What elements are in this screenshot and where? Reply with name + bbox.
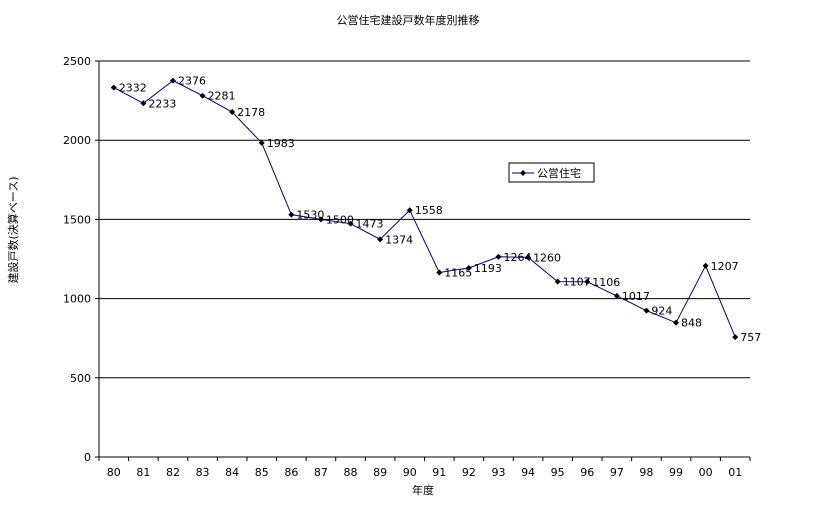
data-point [525,254,532,261]
legend-box [508,162,595,183]
x-tick-label: 88 [344,466,358,479]
x-tick-label: 86 [284,466,298,479]
x-tick-label: 89 [373,466,387,479]
data-point [673,319,680,326]
axes: 0 500 1000 1500 2000 2500 80 81 82 83 84 85 86 87 88 89… [63,55,751,479]
x-tick-label: 96 [580,466,594,479]
data-label: 1106 [592,276,620,289]
data-point [495,253,502,260]
data-point [140,100,147,107]
data-point [436,269,443,276]
data-label: 1107 [563,276,591,289]
x-tick-label: 82 [166,466,180,479]
data-point [199,92,206,99]
y-tick-label: 2000 [63,134,91,147]
y-tick-label: 500 [70,372,91,385]
data-point [465,265,472,272]
y-tick-label: 0 [84,451,91,464]
x-tick-label: 98 [639,466,653,479]
data-point [258,139,265,146]
data-point [584,278,591,285]
data-label: 757 [740,331,761,344]
x-tick-label: 92 [462,466,476,479]
x-axis-title: 年度 [412,483,434,497]
data-point [288,211,295,218]
x-tick-label: 80 [107,466,121,479]
data-point [702,262,709,269]
legend-label: 公営住宅 [537,166,581,180]
data-label: 1473 [356,218,384,231]
legend: 公営住宅 [508,162,595,183]
x-tick-label: 84 [225,466,239,479]
data-label: 1193 [474,262,502,275]
data-point [554,278,561,285]
x-tick-label: 01 [728,466,742,479]
x-tick-label: 91 [432,466,446,479]
x-tick-label: 90 [403,466,417,479]
data-point [613,292,620,299]
data-label: 2178 [237,106,265,119]
x-tick-label: 85 [255,466,269,479]
x-tick-label: 94 [521,466,535,479]
y-axis-title: 建設戸数(決算ベース) [6,176,20,283]
gridlines [99,60,750,379]
x-tick-label: 99 [669,466,683,479]
x-tick-label: 00 [699,466,713,479]
data-label: 1530 [296,209,324,222]
legend-marker [520,170,526,176]
data-point [110,84,117,91]
data-point [406,207,413,214]
data-label: 1500 [326,213,354,226]
data-point [377,236,384,243]
data-label: 1017 [622,290,650,303]
data-label: 924 [651,305,672,318]
chart-title: 公営住宅建設戸数年度別推移 [337,13,480,27]
data-point [169,77,176,84]
data-point [732,334,739,341]
y-tick-label: 1500 [63,213,91,226]
y-tick-label: 1000 [63,293,91,306]
data-label: 1374 [385,233,413,246]
data-label: 2376 [178,75,206,88]
data-label: 2233 [148,97,176,110]
data-point [317,216,324,223]
data-label: 2281 [208,90,236,103]
data-label: 1165 [444,266,472,279]
data-label: 1983 [267,137,295,150]
x-tick-label: 83 [196,466,210,479]
x-tick-label: 87 [314,466,328,479]
x-tick-label: 93 [491,466,505,479]
data-label: 1260 [533,251,561,264]
x-tick-label: 95 [551,466,565,479]
x-tick-label: 81 [136,466,150,479]
data-label: 848 [681,317,702,330]
data-point [643,307,650,314]
y-tick-label: 2500 [63,55,91,68]
data-label: 2332 [119,82,147,95]
data-label: 1558 [415,204,443,217]
data-label: 1207 [711,260,739,273]
series-line [113,80,736,338]
data-label: 1264 [503,251,531,264]
x-tick-label: 97 [610,466,624,479]
data-point [347,220,354,227]
data-point [229,109,236,116]
